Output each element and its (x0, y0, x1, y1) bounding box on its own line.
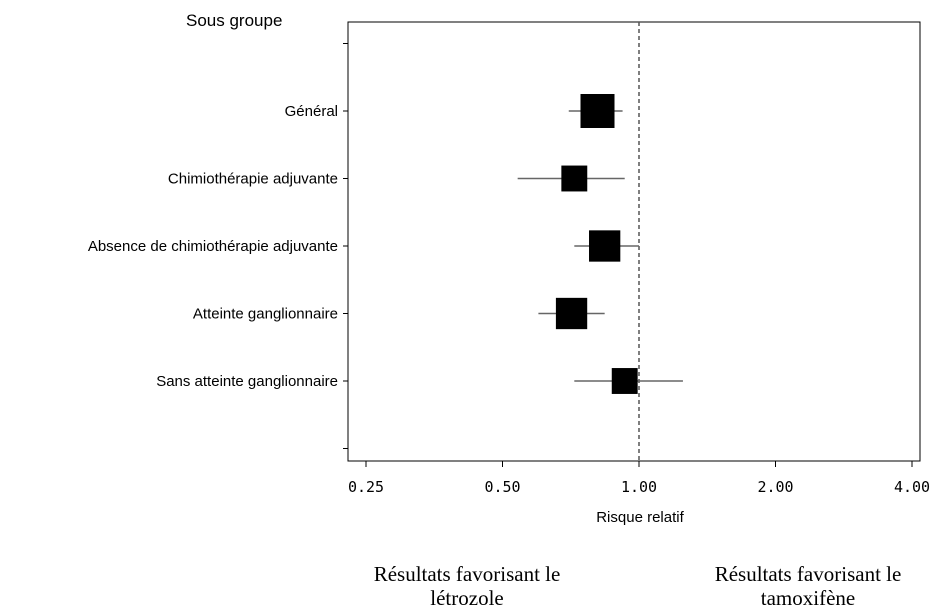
annotation-left-line-1: Résultats favorisant le (374, 562, 561, 586)
row-label: Chimiothérapie adjuvante (168, 171, 338, 188)
y-axis (343, 43, 348, 449)
point-estimate (555, 297, 588, 330)
plot-frame (347, 21, 921, 462)
annotation-right: Résultats favorisant le tamoxifène (715, 562, 902, 610)
point-estimate (611, 368, 638, 394)
forest-row: Chimiothérapie adjuvante (168, 165, 625, 192)
forest-rows: Général Chimiothérapie adjuvante Absence d… (88, 94, 683, 394)
x-tick-label: 1.00 (621, 478, 657, 496)
row-label: Général (285, 103, 338, 120)
annotation-left: Résultats favorisant le létrozole (374, 562, 561, 610)
x-tick-label: 4.00 (894, 478, 930, 496)
point-estimate (589, 230, 621, 262)
x-axis: 0.25 0.50 1.00 2.00 4.00 (348, 461, 930, 496)
row-label: Sans atteinte ganglionnaire (156, 373, 338, 390)
x-axis-label: Risque relatif (596, 509, 684, 526)
forest-row: Sans atteinte ganglionnaire (156, 368, 683, 394)
x-tick-label: 2.00 (757, 478, 793, 496)
forest-row: Général (285, 94, 623, 128)
point-estimate (580, 94, 615, 128)
row-label: Atteinte ganglionnaire (193, 306, 338, 323)
annotation-right-line-2: tamoxifène (761, 586, 855, 610)
forest-row: Atteinte ganglionnaire (193, 297, 605, 330)
chart-title: Sous groupe (186, 11, 282, 30)
x-tick-label: 0.50 (484, 478, 520, 496)
point-estimate (561, 165, 588, 192)
forest-row: Absence de chimiothérapie adjuvante (88, 230, 639, 262)
annotation-right-line-1: Résultats favorisant le (715, 562, 902, 586)
annotation-left-line-2: létrozole (430, 586, 503, 610)
x-tick-label: 0.25 (348, 478, 384, 496)
row-label: Absence de chimiothérapie adjuvante (88, 238, 338, 255)
